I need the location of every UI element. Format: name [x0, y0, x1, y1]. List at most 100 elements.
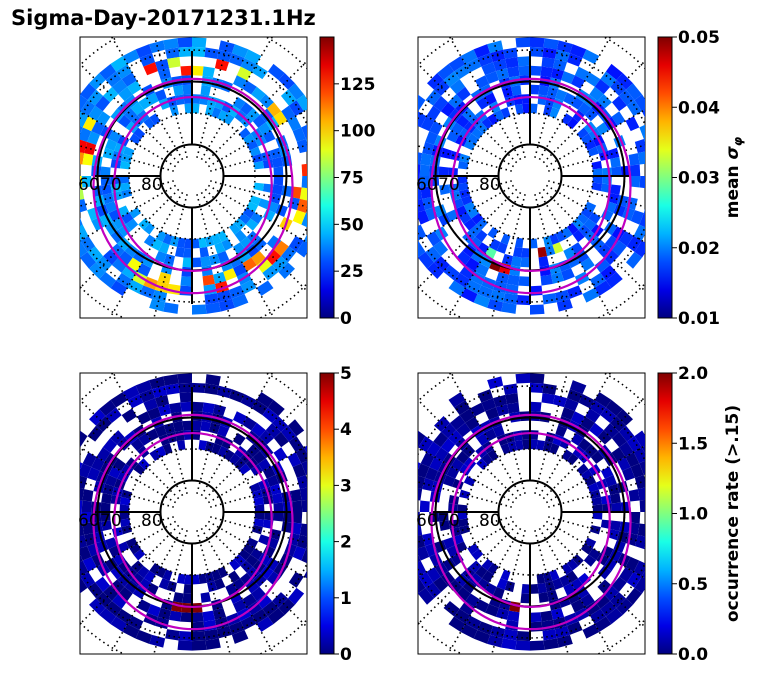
data-cell [596, 552, 610, 566]
colorbar-tick-label: 0 [340, 309, 352, 329]
data-cell [192, 238, 200, 249]
data-cell [101, 520, 112, 531]
data-cell [468, 572, 482, 586]
data-cell [543, 38, 559, 50]
data-cell [287, 452, 302, 468]
data-cell [537, 246, 548, 258]
data-cell [477, 389, 494, 403]
data-cell [521, 248, 530, 258]
data-cell [530, 439, 538, 450]
data-cell [592, 512, 603, 520]
data-cell [125, 218, 139, 231]
data-cell [619, 567, 634, 583]
data-cell [124, 243, 139, 258]
data-cell [221, 238, 233, 251]
data-cell [576, 463, 589, 475]
data-cell [157, 68, 172, 81]
data-cell [155, 445, 167, 458]
data-cell [457, 160, 469, 170]
colorbar-tick-label: 0.04 [678, 98, 720, 118]
data-cell [183, 430, 192, 440]
data-cell [626, 571, 642, 588]
data-cell [514, 237, 524, 249]
data-cell [205, 441, 215, 453]
data-cell [200, 85, 211, 96]
data-cell [530, 640, 545, 651]
data-cell [450, 458, 464, 472]
radial-tick-label: 60 [78, 511, 100, 531]
data-cell [80, 217, 83, 226]
data-cell [119, 504, 130, 512]
data-cell [130, 102, 144, 116]
colorbar-label: occurrence rate (>.15) [723, 405, 743, 622]
data-cell [516, 631, 530, 642]
data-cell [238, 463, 251, 475]
data-cell [121, 489, 133, 499]
data-cell [63, 176, 73, 189]
data-cell [536, 439, 546, 451]
data-cell [139, 53, 156, 67]
data-cell [401, 512, 411, 525]
data-cell [80, 152, 85, 165]
data-cell [394, 133, 407, 149]
data-cell [232, 432, 246, 446]
data-cell [418, 187, 423, 200]
data-cell [121, 212, 134, 225]
data-cell [543, 441, 553, 453]
data-cell [217, 250, 230, 263]
data-cell [54, 147, 66, 162]
data-cell [118, 86, 133, 102]
data-cell [626, 436, 642, 453]
data-cell [246, 444, 260, 458]
data-cell [584, 230, 598, 244]
radial-tick-label: 80 [479, 175, 501, 195]
data-cell [165, 383, 180, 395]
data-cell [402, 485, 413, 499]
data-cell [391, 162, 401, 176]
data-cell [540, 66, 553, 78]
data-cell [530, 65, 542, 76]
data-cell [122, 49, 140, 65]
data-cell [469, 560, 482, 573]
data-cell [611, 447, 626, 462]
data-cell [462, 579, 477, 594]
data-cell [501, 638, 517, 650]
data-cell [538, 85, 549, 96]
data-cell [639, 499, 645, 512]
data-cell [192, 46, 206, 57]
data-cell [476, 432, 490, 446]
data-cell [155, 230, 167, 243]
data-cell [99, 271, 117, 289]
colorbar-tick-label: 2 [340, 533, 352, 553]
data-cell [287, 419, 305, 437]
data-cell [223, 449, 235, 462]
data-cell [240, 394, 257, 409]
data-cell [547, 86, 559, 99]
data-cell [245, 218, 259, 231]
data-cell [273, 166, 284, 176]
data-cell [637, 487, 645, 501]
data-cell [583, 554, 597, 567]
colorbar-tick-label: 0.0 [678, 645, 708, 665]
data-cell [448, 391, 466, 408]
data-cell [564, 398, 579, 412]
data-cell [589, 86, 604, 102]
data-cell [262, 407, 279, 424]
data-cell [87, 89, 104, 106]
data-cell [418, 571, 434, 588]
auroral-oval [430, 413, 632, 631]
data-cell [256, 593, 273, 609]
data-cell [392, 483, 404, 498]
data-cell [611, 502, 622, 512]
data-cell [178, 631, 192, 642]
data-cell [460, 287, 478, 303]
data-cell [99, 399, 117, 417]
data-cell [418, 512, 421, 524]
data-cell [301, 499, 307, 512]
data-cell [110, 55, 128, 72]
data-cell [269, 529, 282, 541]
data-cell [578, 572, 592, 586]
data-cell [204, 293, 219, 305]
data-cell [80, 235, 96, 252]
data-cell [549, 233, 560, 245]
